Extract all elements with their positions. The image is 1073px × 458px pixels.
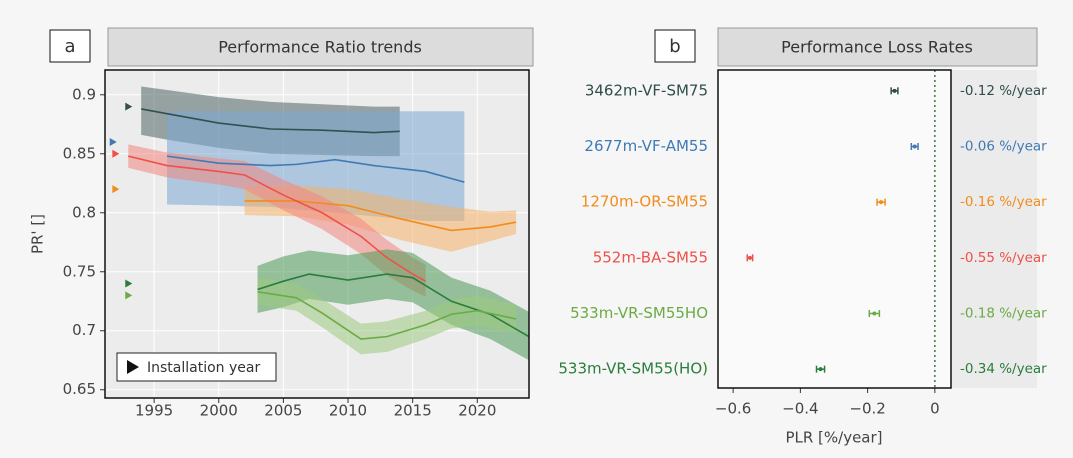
y-tick-label: 0.7 (72, 321, 96, 339)
point (747, 255, 752, 260)
panel-label-box (654, 29, 696, 63)
legend-label: Installation year (147, 360, 260, 376)
confidence-band (257, 277, 517, 355)
category-label: 1270m-OR-SM55 (581, 193, 708, 211)
trend-line (257, 291, 517, 340)
category-label: 2677m-VF-AM55 (584, 137, 708, 155)
value-label: -0.06 %/year (960, 139, 1047, 155)
x-tick-label: −0.2 (849, 400, 885, 418)
category-label: 533m-VR-SM55(HO) (558, 360, 708, 378)
installation-marker (125, 102, 133, 111)
x-tick-label: 2015 (394, 402, 432, 420)
point (892, 88, 897, 93)
legend-box (116, 352, 277, 382)
plot-area (718, 70, 951, 388)
x-tick-label: 2020 (458, 402, 496, 420)
x-tick-label: −0.4 (782, 400, 818, 418)
x-tick-label: 1995 (135, 402, 173, 420)
confidence-band (128, 144, 426, 297)
point (879, 200, 884, 205)
point (912, 144, 917, 149)
value-label: -0.55 %/year (960, 250, 1047, 266)
panel-b-marks: −0.6 −0.4 −0.2 0 3462m-VF-SM75 -0.12 %/year 26… (558, 70, 1047, 418)
x-tick-label: 0 (930, 400, 940, 418)
legend-marker (127, 360, 139, 374)
trend-line (128, 155, 426, 282)
value-label: -0.16 %/year (960, 194, 1047, 210)
plot-border (717, 69, 952, 389)
x-axis-label: PLR [%/year] (785, 429, 882, 447)
x-tick-label: 2005 (264, 402, 302, 420)
panel-label: b (669, 36, 680, 57)
chart-title: Performance Loss Rates (781, 38, 973, 57)
trend-line (166, 155, 465, 183)
installation-marker (112, 185, 120, 194)
installation-marker (125, 279, 133, 288)
confidence-band (167, 111, 465, 222)
value-strip (951, 70, 1037, 388)
chart-title: Performance Ratio trends (218, 38, 422, 57)
plot-border (104, 69, 530, 399)
y-tick-label: 0.75 (63, 262, 96, 280)
y-tick-label: 0.8 (72, 203, 96, 221)
y-tick-label: 0.9 (72, 85, 96, 103)
title-box (107, 27, 534, 67)
trend-line (141, 108, 400, 134)
x-tick-label: 2010 (329, 402, 367, 420)
category-label: 3462m-VF-SM75 (585, 81, 708, 99)
x-tick-label: −0.6 (715, 400, 751, 418)
value-label: -0.34 %/year (960, 361, 1047, 377)
installation-marker (109, 137, 117, 146)
category-label: 552m-BA-SM55 (593, 248, 708, 266)
value-label: -0.12 %/year (960, 83, 1047, 99)
y-tick-label: 0.65 (63, 380, 96, 398)
title-box (717, 27, 1038, 67)
value-label: -0.18 %/year (960, 306, 1047, 322)
panel-label-box (49, 29, 91, 63)
installation-marker (125, 291, 133, 300)
y-axis-label: PR' [] (29, 214, 47, 254)
x-tick-label: 2000 (200, 402, 238, 420)
category-label: 533m-VR-SM55HO (570, 304, 708, 322)
y-tick-label: 0.85 (63, 144, 96, 162)
installation-marker (112, 149, 120, 158)
point (818, 367, 823, 372)
point (872, 311, 877, 316)
panel-label: a (64, 36, 75, 57)
panel-a-marks: 0.65 0.7 0.75 0.8 0.85 0.9 1995 2000 2005 2010 201… (63, 70, 530, 420)
